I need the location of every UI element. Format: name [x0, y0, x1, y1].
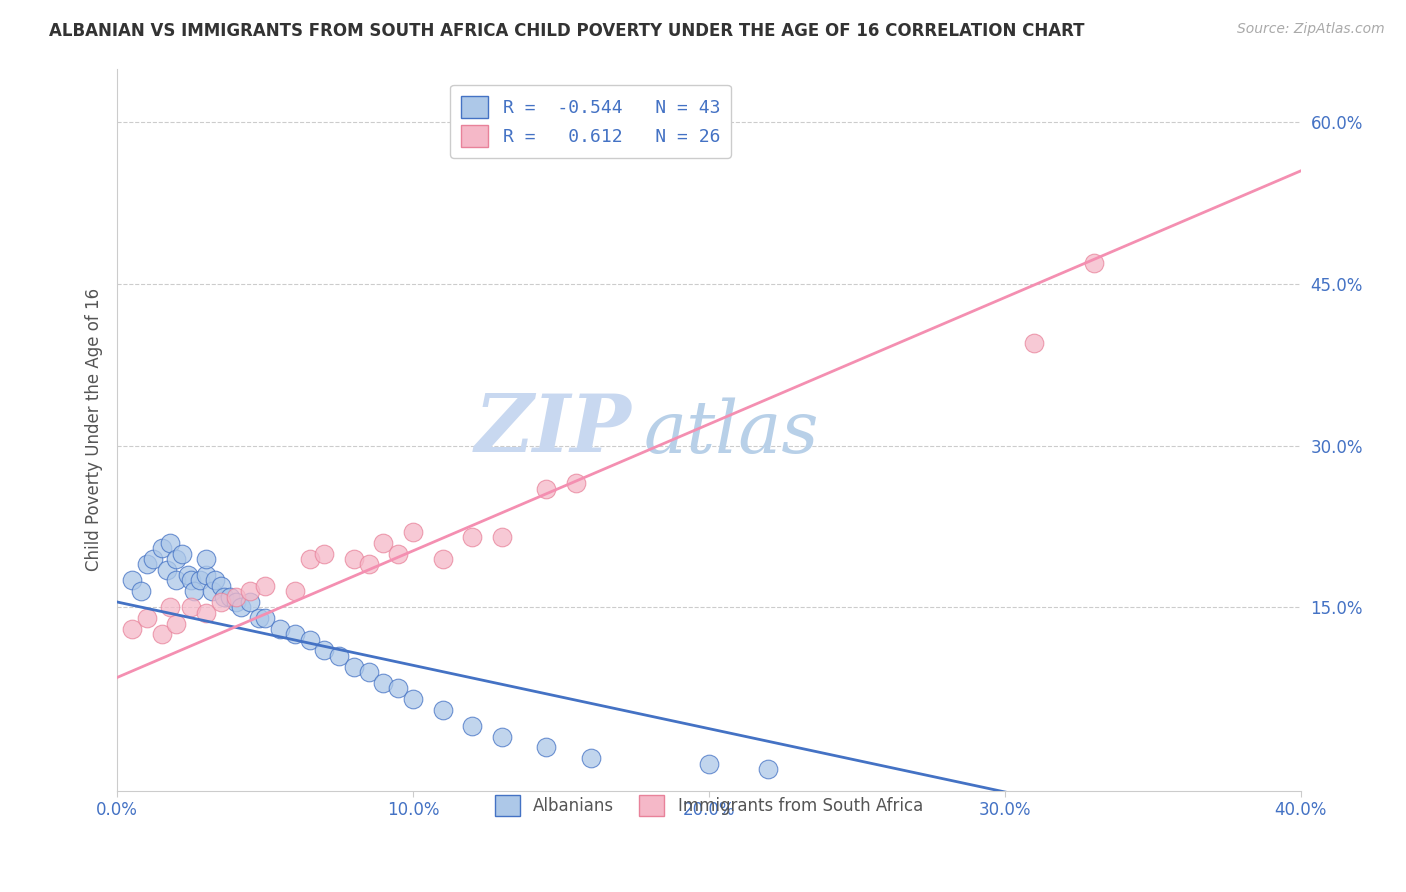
Text: Source: ZipAtlas.com: Source: ZipAtlas.com [1237, 22, 1385, 37]
Point [188, 574, 211, 588]
Text: atlas: atlas [644, 398, 820, 468]
Point [209, 579, 232, 593]
Point [565, 476, 588, 491]
Point [254, 579, 277, 593]
Point [177, 568, 200, 582]
Point [209, 595, 232, 609]
Point [254, 611, 277, 625]
Point [201, 584, 224, 599]
Point [534, 740, 557, 755]
Point [239, 595, 262, 609]
Point [373, 535, 395, 549]
Point [194, 606, 217, 620]
Point [373, 676, 395, 690]
Point [491, 730, 513, 744]
Point [343, 659, 366, 673]
Y-axis label: Child Poverty Under the Age of 16: Child Poverty Under the Age of 16 [86, 288, 103, 571]
Point [218, 590, 240, 604]
Point [150, 627, 173, 641]
Point [491, 530, 513, 544]
Point [1024, 336, 1046, 351]
Point [135, 611, 157, 625]
Point [269, 622, 291, 636]
Point [284, 627, 307, 641]
Point [129, 584, 152, 599]
Point [298, 552, 321, 566]
Point [121, 574, 143, 588]
Text: ZIP: ZIP [475, 391, 633, 468]
Point [156, 563, 179, 577]
Point [298, 632, 321, 647]
Point [247, 611, 270, 625]
Point [183, 584, 205, 599]
Point [225, 590, 247, 604]
Point [314, 547, 336, 561]
Point [579, 751, 602, 765]
Point [314, 643, 336, 657]
Point [357, 665, 380, 679]
Point [343, 552, 366, 566]
Point [165, 574, 187, 588]
Legend: Albanians, Immigrants from South Africa: Albanians, Immigrants from South Africa [485, 785, 934, 826]
Point [402, 524, 425, 539]
Point [194, 568, 217, 582]
Point [284, 584, 307, 599]
Point [142, 552, 165, 566]
Point [159, 535, 181, 549]
Point [204, 574, 226, 588]
Point [121, 622, 143, 636]
Point [432, 703, 454, 717]
Point [231, 600, 253, 615]
Point [165, 616, 187, 631]
Point [697, 756, 720, 771]
Point [135, 558, 157, 572]
Point [225, 595, 247, 609]
Point [461, 719, 484, 733]
Point [180, 600, 202, 615]
Point [150, 541, 173, 555]
Point [328, 648, 350, 663]
Point [387, 547, 409, 561]
Point [239, 584, 262, 599]
Point [432, 552, 454, 566]
Point [387, 681, 409, 696]
Point [461, 530, 484, 544]
Point [180, 574, 202, 588]
Point [212, 590, 235, 604]
Point [165, 552, 187, 566]
Point [1083, 255, 1105, 269]
Point [159, 600, 181, 615]
Point [756, 762, 779, 776]
Point [534, 482, 557, 496]
Point [402, 692, 425, 706]
Point [172, 547, 194, 561]
Point [194, 552, 217, 566]
Point [357, 558, 380, 572]
Text: ALBANIAN VS IMMIGRANTS FROM SOUTH AFRICA CHILD POVERTY UNDER THE AGE OF 16 CORRE: ALBANIAN VS IMMIGRANTS FROM SOUTH AFRICA… [49, 22, 1084, 40]
